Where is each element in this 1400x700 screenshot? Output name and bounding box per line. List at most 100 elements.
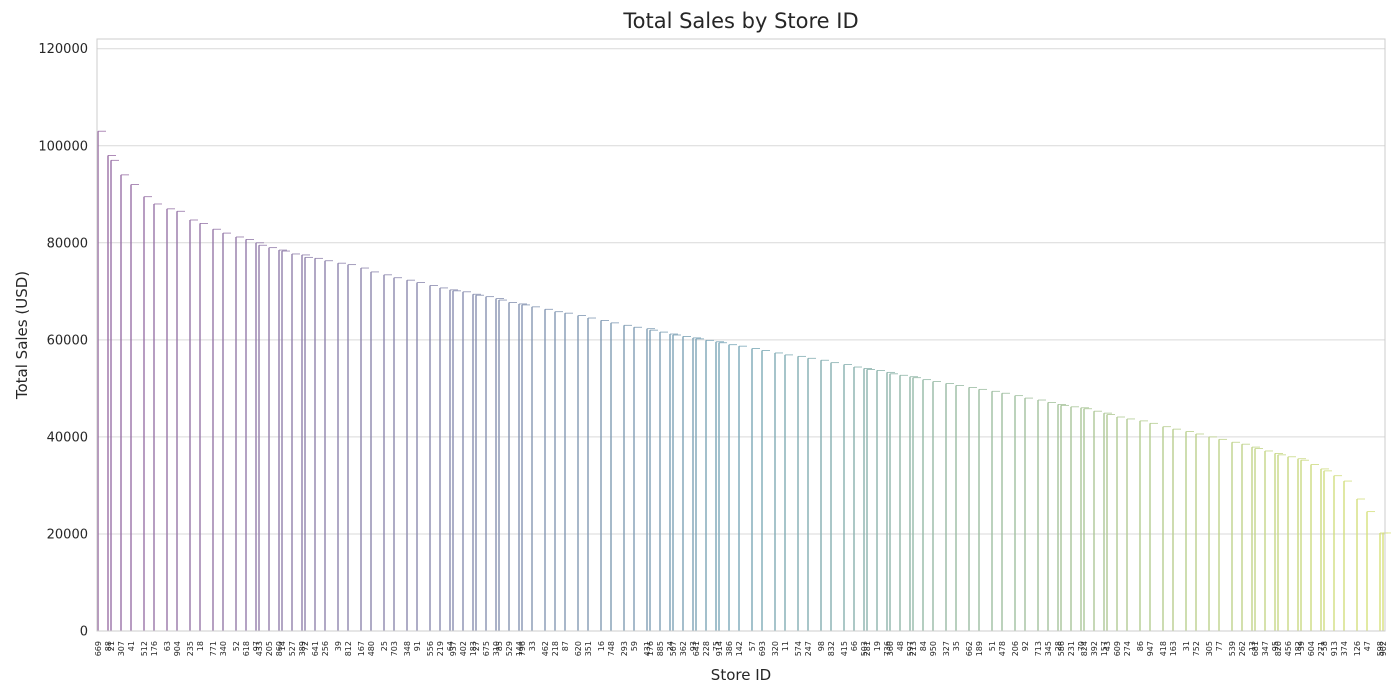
x-tick-label: 293 xyxy=(620,641,629,656)
bar xyxy=(406,280,408,631)
x-tick-label: 13 xyxy=(1248,641,1257,651)
x-tick-label: 574 xyxy=(794,641,803,656)
x-tick-label: 348 xyxy=(403,641,412,656)
bar xyxy=(863,368,865,631)
bar xyxy=(314,258,316,631)
x-tick-label: 281 xyxy=(863,641,872,656)
bar xyxy=(1300,460,1302,631)
x-tick-label: 586 xyxy=(1057,641,1066,656)
bar xyxy=(912,377,914,631)
x-tick-label: 327 xyxy=(942,641,951,656)
x-tick-label: 529 xyxy=(505,641,514,656)
x-tick-label: 41 xyxy=(127,641,136,651)
x-tick-label: 16 xyxy=(597,641,606,651)
bar xyxy=(1060,405,1062,631)
bar xyxy=(718,342,720,631)
bar xyxy=(1208,436,1210,631)
x-tick-label: 512 xyxy=(140,641,149,656)
bar xyxy=(649,330,651,631)
bar xyxy=(176,211,178,631)
x-tick-label: 351 xyxy=(584,641,593,656)
bar xyxy=(143,196,145,631)
bar xyxy=(1343,481,1345,631)
x-tick-label: 597 xyxy=(906,641,915,656)
y-tick-label: 20000 xyxy=(47,527,88,542)
x-tick-label: 182 xyxy=(1294,641,1303,656)
x-tick-label: 231 xyxy=(1067,641,1076,656)
x-tick-label: 752 xyxy=(1192,641,1201,656)
bar xyxy=(531,306,533,631)
x-tick-label: 374 xyxy=(1340,641,1349,656)
bar xyxy=(1320,468,1322,631)
bar xyxy=(1185,431,1187,631)
bar xyxy=(715,341,717,631)
x-tick-label: 736 xyxy=(883,641,892,656)
bar xyxy=(518,303,520,631)
x-tick-label: 503 xyxy=(860,641,869,656)
bar xyxy=(843,364,845,631)
x-tick-label: 52 xyxy=(232,641,241,651)
bar xyxy=(439,287,441,631)
bar xyxy=(153,203,155,631)
bar xyxy=(1149,423,1151,631)
bar xyxy=(472,294,474,631)
x-tick-label: 183 xyxy=(469,641,478,656)
bar xyxy=(347,264,349,631)
x-tick-label: 271 xyxy=(1317,641,1326,656)
x-tick-label: 35 xyxy=(952,641,961,651)
bar xyxy=(199,223,201,632)
x-tick-label: 235 xyxy=(186,641,195,656)
bar xyxy=(1057,404,1059,631)
y-axis-label: Total Sales (USD) xyxy=(13,271,31,400)
bar xyxy=(1366,511,1368,631)
bar xyxy=(646,328,648,631)
bar xyxy=(97,131,99,631)
bar xyxy=(495,298,497,631)
bar xyxy=(886,372,888,631)
bar xyxy=(774,352,776,631)
x-tick-label: 58 xyxy=(1320,641,1329,651)
bar xyxy=(600,320,602,631)
bar xyxy=(866,369,868,631)
bar xyxy=(1116,417,1118,631)
x-tick-label: 18 xyxy=(196,641,205,651)
bar xyxy=(705,340,707,631)
x-tick-label: 75 xyxy=(712,641,721,651)
x-tick-label: 305 xyxy=(1205,641,1214,656)
bar xyxy=(337,263,339,631)
x-tick-label: 43 xyxy=(1103,641,1112,651)
x-tick-label: 320 xyxy=(771,641,780,656)
bar xyxy=(1254,448,1256,631)
x-tick-label: 205 xyxy=(265,641,274,656)
x-tick-label: 456 xyxy=(1284,641,1293,656)
x-tick-label: 28 xyxy=(1054,641,1063,651)
x-tick-label: 51 xyxy=(988,641,997,651)
y-tick-label: 80000 xyxy=(47,236,88,251)
bar xyxy=(1001,393,1003,631)
bar xyxy=(1195,433,1197,631)
bar xyxy=(393,277,395,631)
bars xyxy=(97,130,1391,632)
x-tick-label: 947 xyxy=(1146,641,1155,656)
bar xyxy=(610,322,612,631)
bar xyxy=(830,362,832,631)
bar xyxy=(669,334,671,631)
bar xyxy=(416,282,418,631)
bar xyxy=(324,260,326,631)
x-tick-label: 604 xyxy=(1307,641,1316,656)
bar xyxy=(360,268,362,631)
y-tick-label: 100000 xyxy=(38,139,88,154)
bar xyxy=(429,285,431,631)
x-tick-label: 713 xyxy=(1034,641,1043,656)
x-tick-label: 247 xyxy=(804,641,813,656)
bar xyxy=(761,350,763,631)
bar xyxy=(449,289,451,631)
bar xyxy=(107,155,109,631)
bar xyxy=(544,309,546,631)
x-tick-label: 256 xyxy=(321,641,330,656)
bar xyxy=(695,338,697,631)
bar xyxy=(1356,499,1358,631)
x-tick-label: 47 xyxy=(1363,641,1372,651)
x-tick-label: 812 xyxy=(344,641,353,656)
